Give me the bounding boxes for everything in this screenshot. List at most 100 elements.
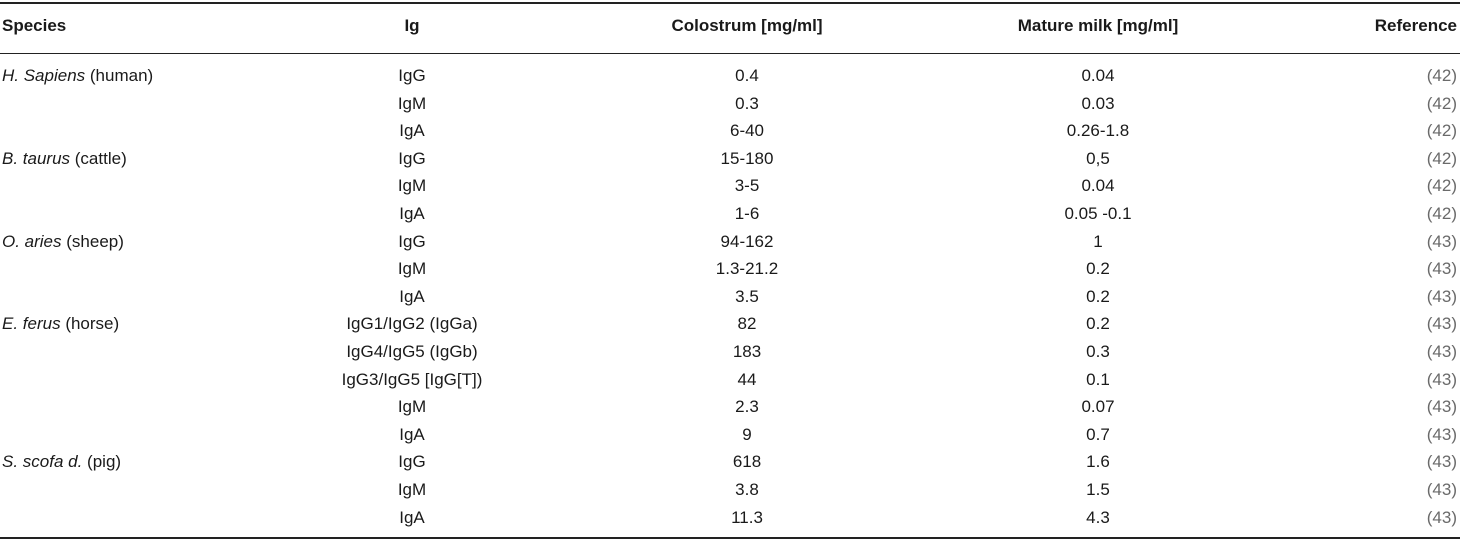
species-cell: H. Sapiens (human) <box>2 62 153 90</box>
ig-value: IgA <box>399 424 425 444</box>
ig-value: IgG4/IgG5 (IgGb) <box>346 342 478 361</box>
reference-link[interactable]: (43) <box>1426 231 1457 251</box>
reference-cell: (42) <box>1427 90 1457 118</box>
reference-cell: (43) <box>1427 228 1457 256</box>
ig-value: IgM <box>397 176 427 196</box>
ig-value: IgA <box>399 204 425 223</box>
species-scientific-name: B. taurus <box>2 148 71 168</box>
mature-milk-value: 0.1 <box>1086 369 1110 389</box>
species-scientific-name: E. ferus <box>2 314 61 334</box>
ig-value: IgM <box>397 93 427 113</box>
colostrum-value: 618 <box>732 452 762 472</box>
species-scientific-name: H. Sapiens <box>2 66 86 85</box>
mature-milk-value: 1 <box>1093 231 1103 251</box>
reference-link[interactable]: (43) <box>1426 397 1457 417</box>
ig-value: IgM <box>397 480 427 499</box>
ig-value: IgG3/IgG5 [IgG[T]) <box>341 369 483 389</box>
reference-link[interactable]: (43) <box>1426 286 1457 306</box>
header-ig: Ig <box>404 16 420 35</box>
table-header-rule <box>0 53 1460 54</box>
table-row: O. aries (sheep) IgG 94-162 1 (43) <box>0 228 1460 256</box>
reference-link[interactable]: (43) <box>1426 507 1457 527</box>
species-common-name: (cattle) <box>70 148 127 168</box>
mature-milk-value: 0.04 <box>1081 66 1115 85</box>
reference-link[interactable]: (43) <box>1426 259 1457 279</box>
reference-link[interactable]: (42) <box>1426 148 1457 168</box>
reference-cell: (43) <box>1427 504 1457 532</box>
table-row: IgA 9 0.7 (43) <box>0 421 1460 449</box>
species-scientific-name: S. scofa d. <box>2 452 83 472</box>
colostrum-value: 0.3 <box>735 93 759 113</box>
table-row: IgM 1.3-21.2 0.2 (43) <box>0 255 1460 283</box>
colostrum-value: 44 <box>737 369 757 389</box>
colostrum-value: 15-180 <box>720 148 774 168</box>
table-header-row: Species Ig Colostrum [mg/ml] Mature milk… <box>0 12 1460 40</box>
reference-cell: (42) <box>1427 145 1457 173</box>
reference-link[interactable]: (43) <box>1426 424 1457 444</box>
ig-value: IgA <box>399 507 425 527</box>
mature-milk-value: 0.04 <box>1081 176 1115 196</box>
colostrum-value: 82 <box>737 314 757 334</box>
table-row: H. Sapiens (human) IgG 0.4 0.04 (42) <box>0 62 1460 90</box>
header-colostrum: Colostrum [mg/ml] <box>671 16 823 35</box>
reference-cell: (43) <box>1427 338 1457 366</box>
reference-cell: (43) <box>1427 448 1457 476</box>
ig-value: IgG <box>398 231 426 251</box>
table-row: IgG4/IgG5 (IgGb) 183 0.3 (43) <box>0 338 1460 366</box>
ig-value: IgM <box>397 259 427 279</box>
species-common-name: (human) <box>85 66 154 85</box>
reference-link[interactable]: (43) <box>1426 314 1457 334</box>
mature-milk-value: 0.7 <box>1086 424 1110 444</box>
reference-link[interactable]: (43) <box>1426 369 1457 389</box>
reference-cell: (43) <box>1427 310 1457 338</box>
reference-cell: (43) <box>1427 476 1457 504</box>
reference-cell: (42) <box>1427 172 1457 200</box>
reference-link[interactable]: (42) <box>1426 176 1457 196</box>
mature-milk-value: 0.2 <box>1086 259 1110 279</box>
colostrum-value: 3.5 <box>735 286 759 306</box>
table-row: IgA 3.5 0.2 (43) <box>0 283 1460 311</box>
table-row: E. ferus (horse) IgG1/IgG2 (IgGa) 82 0.2 (43… <box>0 310 1460 338</box>
mature-milk-value: 1.5 <box>1086 480 1110 499</box>
mature-milk-value: 0,5 <box>1086 148 1110 168</box>
mature-milk-value: 4.3 <box>1086 507 1110 527</box>
reference-cell: (43) <box>1427 366 1457 394</box>
species-cell: O. aries (sheep) <box>2 228 124 256</box>
reference-cell: (43) <box>1427 421 1457 449</box>
species-common-name: (horse) <box>60 314 120 334</box>
colostrum-value: 9 <box>742 424 752 444</box>
reference-cell: (42) <box>1427 200 1457 228</box>
mature-milk-value: 1.6 <box>1086 452 1110 472</box>
reference-link[interactable]: (42) <box>1426 66 1457 85</box>
species-cell: S. scofa d. (pig) <box>2 448 121 476</box>
reference-link[interactable]: (43) <box>1426 342 1457 361</box>
ig-value: IgG <box>398 148 426 168</box>
colostrum-value: 6-40 <box>729 121 765 141</box>
table-row: IgA 1-6 0.05 -0.1 (42) <box>0 200 1460 228</box>
mature-milk-value: 0.05 -0.1 <box>1064 204 1132 223</box>
mature-milk-value: 0.26-1.8 <box>1066 121 1130 141</box>
mature-milk-value: 0.2 <box>1086 314 1110 334</box>
reference-cell: (42) <box>1427 62 1457 90</box>
ig-value: IgA <box>399 121 425 141</box>
header-species: Species <box>2 16 67 35</box>
reference-link[interactable]: (42) <box>1426 121 1457 141</box>
reference-link[interactable]: (42) <box>1426 93 1457 113</box>
table-top-rule <box>0 2 1460 4</box>
colostrum-value: 11.3 <box>731 507 763 527</box>
reference-link[interactable]: (42) <box>1426 204 1457 223</box>
mature-milk-value: 0.07 <box>1081 397 1115 417</box>
table-row: IgA 6-40 0.26-1.8 (42) <box>0 117 1460 145</box>
ig-value: IgG <box>398 452 426 472</box>
reference-link[interactable]: (43) <box>1426 452 1457 472</box>
species-cell: E. ferus (horse) <box>2 310 119 338</box>
reference-link[interactable]: (43) <box>1426 480 1457 499</box>
colostrum-value: 3.8 <box>735 480 759 499</box>
colostrum-value: 183 <box>732 342 762 361</box>
colostrum-value: 0.4 <box>735 66 759 85</box>
header-mature-milk: Mature milk [mg/ml] <box>1017 16 1179 35</box>
mature-milk-value: 0.3 <box>1086 342 1110 361</box>
table-row: IgA 11.3 4.3 (43) <box>0 504 1460 532</box>
species-common-name: (sheep) <box>61 231 124 251</box>
